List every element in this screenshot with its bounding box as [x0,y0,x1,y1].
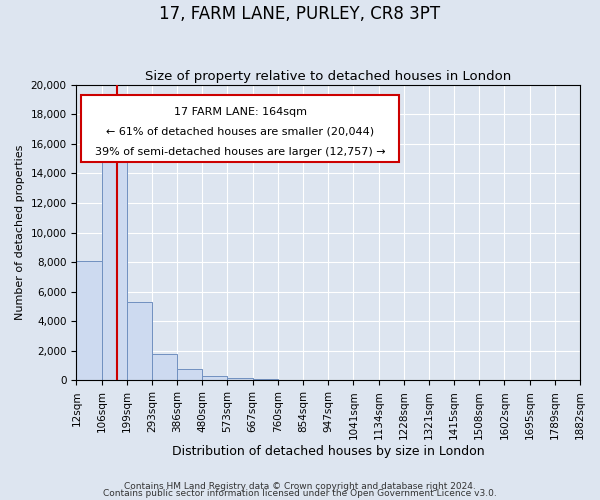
Text: Contains HM Land Registry data © Crown copyright and database right 2024.: Contains HM Land Registry data © Crown c… [124,482,476,491]
Title: Size of property relative to detached houses in London: Size of property relative to detached ho… [145,70,511,84]
Text: 17, FARM LANE, PURLEY, CR8 3PT: 17, FARM LANE, PURLEY, CR8 3PT [160,5,440,23]
Text: Contains public sector information licensed under the Open Government Licence v3: Contains public sector information licen… [103,489,497,498]
Bar [101,135,127,380]
Y-axis label: Number of detached properties: Number of detached properties [15,145,25,320]
Bar [227,378,253,380]
Bar [152,354,177,380]
Bar [177,368,202,380]
Bar [76,260,101,380]
Bar [202,376,227,380]
Text: 39% of semi-detached houses are larger (12,757) →: 39% of semi-detached houses are larger (… [95,146,385,156]
Text: 17 FARM LANE: 164sqm: 17 FARM LANE: 164sqm [173,106,307,117]
Bar [253,379,278,380]
X-axis label: Distribution of detached houses by size in London: Distribution of detached houses by size … [172,444,485,458]
Bar [127,302,152,380]
Text: ← 61% of detached houses are smaller (20,044): ← 61% of detached houses are smaller (20… [106,126,374,136]
FancyBboxPatch shape [82,95,399,162]
